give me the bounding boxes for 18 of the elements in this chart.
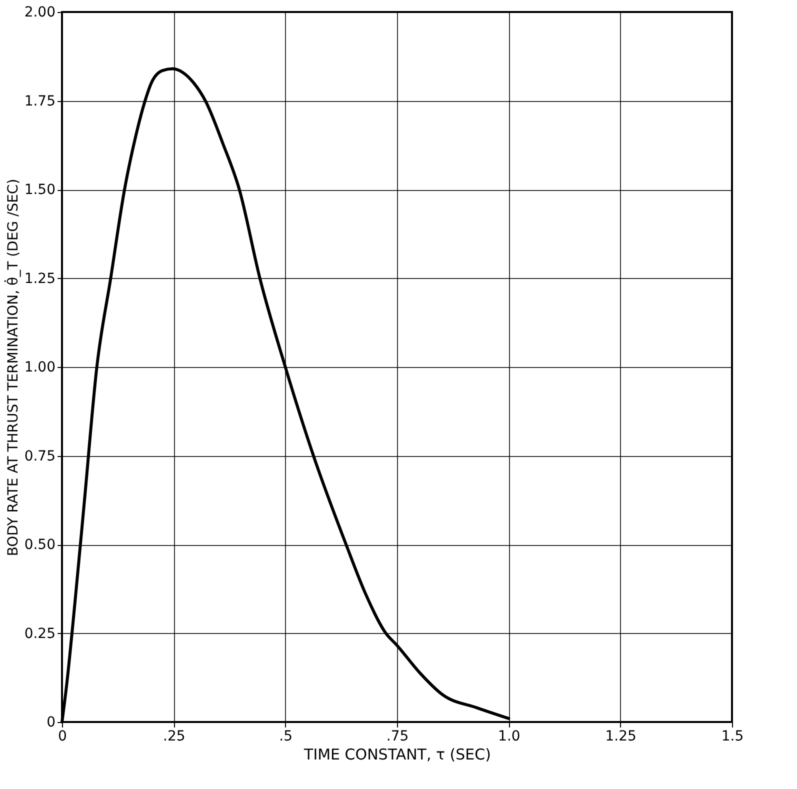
x-tick-label: 1.0	[498, 728, 520, 744]
x-tick-label: .5	[279, 728, 293, 744]
y-tick-label: 2.00	[24, 4, 56, 20]
y-tick-label: 0.50	[24, 537, 56, 553]
x-tick-label: 0	[58, 728, 67, 744]
y-tick-label: 1.75	[24, 93, 56, 110]
y-tick-label: 1.50	[24, 182, 56, 198]
x-tick-label: .25	[163, 728, 186, 744]
x-axis-title: TIME CONSTANT, τ (SEC)	[303, 746, 491, 764]
y-tick-label: 1.25	[24, 270, 56, 287]
y-tick-label: 0.75	[24, 448, 56, 464]
x-tick-label: 1.25	[605, 728, 636, 744]
y-tick-label: 0.25	[24, 626, 56, 642]
y-axis-title: BODY RATE AT THRUST TERMINATION, θ̇_T (DEG /SEC)	[4, 178, 22, 556]
x-tick-label: 1.5	[721, 728, 744, 744]
y-tick-label: 1.00	[24, 360, 56, 376]
y-tick-label: 0	[46, 714, 56, 730]
x-tick-label: .75	[386, 728, 409, 744]
